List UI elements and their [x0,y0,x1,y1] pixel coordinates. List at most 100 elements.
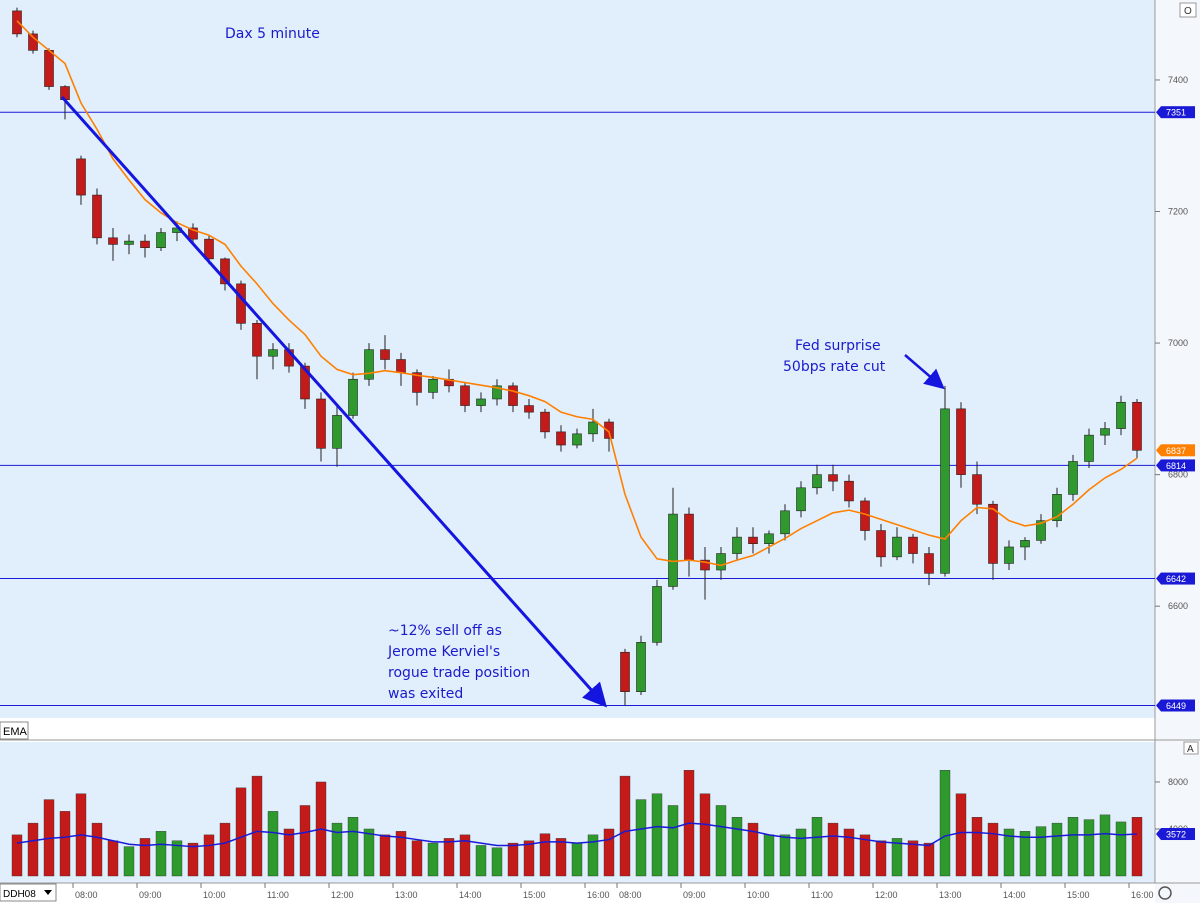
candle-body [1020,540,1030,548]
annotation: Fed surprise [795,338,881,354]
volume-bar [91,822,103,877]
candle-body [108,237,118,245]
candle-body [1052,494,1062,521]
candle-body [876,530,886,558]
y-tick-label: 7000 [1168,338,1188,348]
candle-body [732,536,742,554]
y-tick-label: 8000 [1168,777,1188,787]
volume-bar [1099,814,1111,877]
symbol-dropdown[interactable] [0,883,57,902]
candle-body [700,559,710,571]
x-tick-label: 14:00 [1003,890,1026,900]
candle-body [380,349,390,360]
x-tick-label: 09:00 [683,890,706,900]
candle-body [1100,428,1110,436]
candle-body [892,536,902,558]
volume-bar [203,834,215,877]
candle-body [908,536,918,554]
x-tick-label: 13:00 [939,890,962,900]
x-tick-label: 15:00 [1067,890,1090,900]
y-tick-label: 6800 [1168,470,1188,480]
volume-bar [603,828,615,877]
trend-line [60,96,607,708]
candle-body [204,238,214,260]
candle-body [668,513,678,587]
candle-body [1068,461,1078,495]
zoom-icon[interactable] [1158,886,1172,900]
y-tick-label: 6600 [1168,601,1188,611]
volume-bar [507,842,519,877]
candle-body [796,487,806,512]
volume-bar [171,840,183,877]
volume-bar [219,822,231,877]
volume-bar [411,840,423,877]
candle-body [236,283,246,324]
x-tick-label: 11:00 [811,890,833,900]
level-box-arrow [1156,572,1161,585]
volume-bar [747,822,759,877]
candle-body [620,651,630,692]
volume-bar [619,775,631,877]
candle-body [492,385,502,400]
x-tick-label: 10:00 [747,890,770,900]
level-label: 6814 [1166,461,1186,471]
candle-body [924,553,934,574]
legend-label: EMA [3,726,28,738]
candle-body [412,372,422,393]
candle-body [140,240,150,248]
candle-body [588,421,598,435]
candle-body [316,398,326,449]
candle-body [156,232,166,248]
volume-bar [139,838,151,877]
candle-body [1084,434,1094,462]
annotation: Jerome Kerviel's [387,644,500,660]
candle-body [364,349,374,380]
price-button[interactable] [1179,2,1197,18]
volume-bar [235,787,247,877]
annotation: rogue trade position [388,665,530,681]
volume-bar [923,842,935,877]
volume-bar [731,817,743,877]
volume-label: 3572 [1166,830,1186,840]
volume-bar [699,793,711,877]
volume-label-box [1161,828,1195,841]
candle-body [556,431,566,446]
volume-bar [1131,817,1143,877]
x-tick-label: 10:00 [203,890,226,900]
candle-body [748,536,758,544]
candle-body [1116,401,1126,429]
candle-body [428,378,438,393]
x-tick-label: 14:00 [459,890,482,900]
annotation-arrow [904,354,945,390]
volume-button[interactable] [1183,741,1199,755]
candle-body [940,408,950,574]
volume-bar [187,842,199,877]
price-button-label: O [1184,6,1192,17]
volume-average-line [16,822,1138,848]
level-box [1161,572,1195,585]
candle-body [604,421,614,439]
volume-bar [27,822,39,877]
level-label: 6642 [1166,574,1186,584]
volume-bar [1051,822,1063,877]
volume-bar [715,805,727,877]
chart-title: Dax 5 minute [225,26,320,42]
volume-bar [283,828,295,877]
volume-bar [459,834,471,877]
level-box [1161,459,1195,472]
x-tick-label: 16:00 [1131,890,1154,900]
candle-body [652,586,662,643]
y-tick-label: 7400 [1168,75,1188,85]
candle-body [764,533,774,544]
volume-bar [891,838,903,877]
volume-bar [571,842,583,877]
volume-bar [555,838,567,877]
candle-body [460,385,470,406]
dropdown-arrow [44,890,52,895]
x-tick-label: 11:00 [267,890,289,900]
volume-bar [827,822,839,877]
volume-bar [539,833,551,877]
candle-body [780,510,790,535]
volume-bar [107,840,119,877]
candle-body [716,553,726,571]
